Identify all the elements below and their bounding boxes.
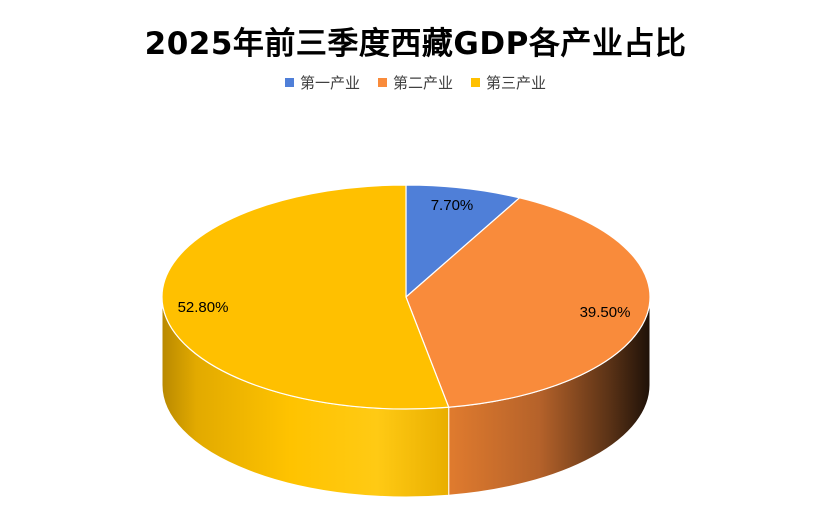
data-label-primary: 7.70% [431,197,474,214]
legend-item-primary: 第一产业 [284,72,360,93]
legend-swatch-primary [284,78,294,87]
pie-slice-tertiary [161,184,450,410]
pie-slice-primary [405,184,521,299]
data-label-tertiary: 52.80% [178,299,229,316]
legend-label-primary: 第一产业 [299,74,360,92]
legend-swatch-secondary [377,78,387,87]
data-label-secondary: 39.50% [580,304,631,321]
pie-slice-secondary [405,197,651,408]
legend-item-tertiary: 第三产业 [471,72,546,93]
legend-item-secondary: 第二产业 [377,72,453,93]
legend-swatch-tertiary [471,78,480,87]
legend-label-tertiary: 第三产业 [486,74,547,92]
chart-title: 2025年前三季度西藏GDP各产业占比 [144,26,687,62]
legend: 第一产业 第二产业 第三产业 [0,72,831,93]
legend-label-secondary: 第二产业 [392,74,453,92]
